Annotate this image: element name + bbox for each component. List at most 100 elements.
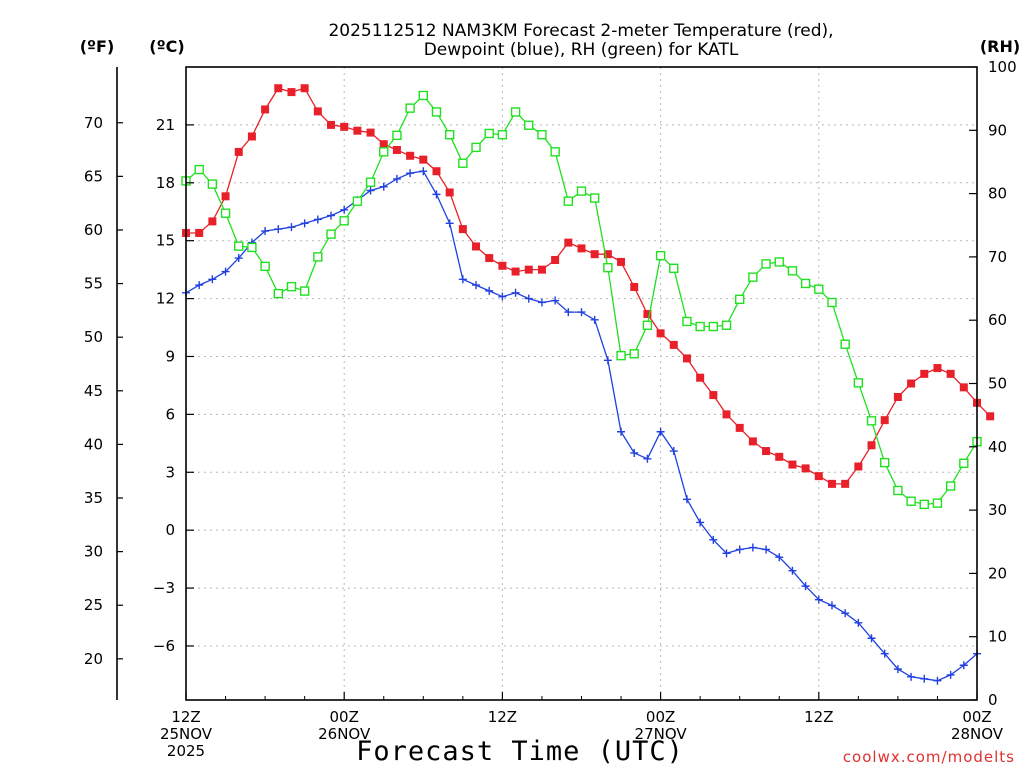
x-tick-label: 12Z — [171, 708, 200, 726]
temperature-point — [722, 410, 731, 419]
rh-point — [405, 103, 415, 113]
dewpoint-point — [419, 167, 428, 176]
rh-point — [774, 257, 784, 267]
temperature-point — [617, 257, 626, 266]
temperature-point — [907, 379, 916, 388]
temperature-point — [880, 416, 889, 425]
temperature-point — [419, 155, 428, 164]
celsius-tick-label: 12 — [156, 290, 175, 308]
rh-line — [185, 94, 978, 506]
rh-point — [589, 193, 600, 203]
rh-point — [906, 496, 916, 506]
rh-point — [471, 142, 481, 153]
rh-point — [326, 229, 336, 239]
celsius-tick-label: 3 — [165, 463, 175, 481]
rh-tick-label: 80 — [988, 185, 1007, 203]
x-tick-label: 00Z — [962, 708, 991, 726]
rh-point — [695, 321, 705, 332]
fahrenheit-tick-label: 70 — [84, 114, 103, 132]
temperature-point — [537, 265, 546, 274]
dewpoint-point — [300, 219, 309, 228]
temperature-point — [590, 250, 599, 259]
fahrenheit-tick-label: 55 — [84, 275, 103, 293]
dewpoint-point — [287, 223, 296, 232]
rh-point — [220, 208, 231, 218]
x-tick-label: 00Z — [330, 708, 359, 726]
temperature-point — [696, 373, 705, 382]
fahrenheit-tick-label: 20 — [84, 650, 103, 668]
temperature-point — [458, 225, 467, 234]
rh-point — [247, 242, 257, 253]
rh-point — [932, 498, 943, 508]
dewpoint-point — [841, 609, 850, 618]
dewpoint-point — [485, 286, 494, 295]
rh-point — [418, 90, 428, 101]
dewpoint-point — [195, 281, 204, 290]
rh-tick-label: 50 — [988, 375, 1007, 393]
dewpoint-point — [392, 174, 401, 183]
dewpoint-point — [327, 211, 336, 220]
fahrenheit-tick-label: 65 — [84, 167, 103, 185]
temperature-point — [247, 132, 256, 141]
temperature-point — [234, 147, 243, 156]
rh-point — [919, 499, 929, 510]
rh-point — [893, 485, 903, 496]
dewpoint-point — [208, 275, 217, 284]
temperature-point — [735, 423, 744, 432]
temperature-point — [814, 472, 823, 481]
dewpoint-point — [590, 315, 599, 324]
temperature-point — [933, 364, 942, 373]
temperature-point — [603, 250, 612, 259]
rh-point — [273, 288, 283, 299]
temperature-point — [841, 479, 850, 488]
temperature-point — [327, 120, 336, 129]
rh-point — [497, 130, 508, 140]
dewpoint-point — [458, 275, 467, 284]
rh-tick-label: 100 — [988, 58, 1017, 76]
dewpoint-point — [221, 267, 230, 276]
rh-tick-label: 70 — [988, 248, 1007, 266]
temperature-point — [340, 122, 349, 131]
temperature-point — [379, 140, 388, 149]
dewpoint-point — [551, 296, 560, 305]
rh-point — [365, 177, 376, 187]
rh-point — [945, 481, 956, 491]
rh-point — [603, 262, 613, 273]
temperature-point — [775, 452, 784, 461]
dewpoint-point — [537, 298, 546, 307]
x-tick-label: 00Z — [646, 708, 675, 726]
x-tick-label: 28NOV — [951, 725, 1004, 743]
rh-point — [563, 196, 574, 206]
rh-tick-label: 30 — [988, 501, 1007, 519]
temperature-point — [195, 228, 204, 237]
temperature-point — [313, 107, 322, 116]
temperature-point — [709, 391, 718, 400]
dewpoint-point — [406, 169, 415, 178]
dewpoint-point — [907, 672, 916, 681]
dewpoint-point — [735, 545, 744, 554]
dewpoint-point — [682, 495, 691, 504]
rh-point — [194, 164, 204, 175]
celsius-tick-label: −6 — [153, 637, 175, 655]
rh-tick-label: 40 — [988, 438, 1007, 456]
dewpoint-point — [669, 447, 678, 456]
temperature-point — [946, 369, 955, 378]
dewpoint-point — [524, 294, 533, 303]
celsius-tick-label: 9 — [165, 347, 175, 365]
dewpoint-point — [603, 356, 612, 365]
rh-point — [853, 378, 864, 388]
rh-tick-label: 60 — [988, 311, 1007, 329]
temperature-point — [498, 261, 507, 270]
celsius-unit-label: (ºC) — [149, 37, 184, 56]
temperature-point — [406, 151, 415, 160]
rh-point — [814, 284, 824, 294]
rh-point — [827, 297, 837, 308]
x-tick-label: 12Z — [804, 708, 833, 726]
rh-point — [866, 416, 877, 426]
dewpoint-point — [946, 670, 955, 679]
dewpoint-point — [775, 553, 784, 562]
dewpoint-point — [709, 535, 718, 544]
celsius-tick-label: 18 — [156, 174, 175, 192]
chart-title-line-1: 2025112512 NAM3KM Forecast 2-meter Tempe… — [328, 21, 833, 41]
